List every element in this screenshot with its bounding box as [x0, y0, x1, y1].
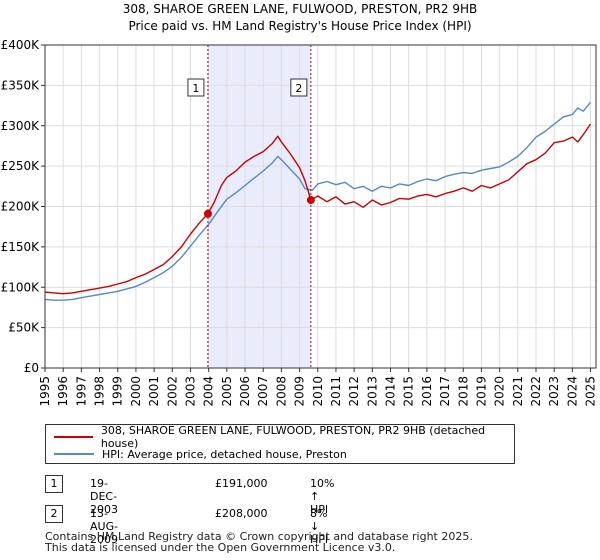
x-tick-label: 1996	[56, 376, 70, 407]
legend: 308, SHAROE GREEN LANE, FULWOOD, PRESTON…	[45, 424, 515, 464]
legend-label-property: 308, SHAROE GREEN LANE, FULWOOD, PRESTON…	[100, 424, 486, 450]
x-tick-label: 2020	[493, 376, 507, 407]
legend-item-property: 308, SHAROE GREEN LANE, FULWOOD, PRESTON…	[54, 424, 514, 450]
y-tick-label: £350K	[1, 78, 41, 92]
x-tick-label: 2013	[365, 376, 379, 407]
transaction-point	[203, 209, 212, 218]
x-tick-label: 2008	[274, 376, 288, 407]
transaction-price: £208,000	[215, 507, 268, 520]
chart: 308, SHAROE GREEN LANE, FULWOOD, PRESTON…	[1, 2, 598, 407]
transaction-date: 13-AUG-2009	[90, 507, 119, 546]
y-tick-label: £250K	[1, 159, 41, 173]
transaction-label-box	[187, 78, 205, 97]
x-tick-label: 2019	[474, 376, 488, 407]
x-tick-label: 2001	[147, 376, 161, 407]
footer-copyright: Contains HM Land Registry data © Crown c…	[45, 530, 473, 543]
legend-item-hpi: HPI: Average price, detached house, Pres…	[54, 445, 347, 463]
x-tick-label: 2010	[311, 376, 325, 407]
x-tick-label: 1997	[74, 376, 88, 407]
x-tick-label: 2000	[129, 376, 143, 407]
x-tick-label: 2007	[256, 376, 270, 407]
x-tick-label: 2011	[329, 376, 343, 407]
legend-swatch-property	[54, 436, 93, 438]
hpi-line	[44, 101, 592, 301]
transaction-number: 2	[45, 505, 63, 523]
transaction-label: 1	[192, 82, 199, 95]
transaction-hpi-diff: 8% ↓ HPI	[310, 507, 329, 546]
x-tick-label: 2005	[220, 376, 234, 407]
plot-border	[44, 44, 597, 369]
axes: £0 £50K £100K £150K £200K £250K £300K £350K £400…	[1, 38, 598, 407]
x-tick-label: 2015	[402, 376, 416, 407]
transaction-date: 19-DEC-2003	[90, 477, 118, 516]
legend-swatch-hpi	[54, 453, 94, 455]
footer: Contains HM Land Registry data © Crown c…	[45, 531, 473, 553]
transaction-label: 2	[295, 82, 302, 95]
x-tick-label: 1998	[93, 376, 107, 407]
x-tick-label: 2002	[165, 376, 179, 407]
x-tick-label: 2006	[238, 376, 252, 407]
x-tick-label: 2022	[529, 376, 543, 407]
x-tick-label: 2004	[202, 376, 216, 407]
x-tick-label: 2009	[293, 376, 307, 407]
y-tick-label: £0	[24, 361, 39, 375]
x-tick-label: 2017	[438, 376, 452, 407]
x-tick-label: 2018	[456, 376, 470, 407]
footer-licence: This data is licensed under the Open Gov…	[45, 541, 396, 554]
x-tick-label: 2021	[511, 376, 525, 407]
transaction-price: £191,000	[215, 477, 268, 490]
x-tick-label: 1995	[38, 376, 52, 407]
y-tick-label: £150K	[1, 240, 41, 254]
transaction-label-box	[290, 78, 308, 97]
transaction-number: 1	[45, 475, 63, 493]
y-tick-label: £400K	[1, 38, 41, 52]
y-tick-label: £200K	[1, 200, 41, 214]
x-tick-label: 2023	[547, 376, 561, 407]
x-tick-label: 2025	[584, 376, 598, 407]
gridlines	[44, 44, 596, 369]
chart-title: 308, SHAROE GREEN LANE, FULWOOD, PRESTON…	[123, 2, 477, 16]
x-tick-label: 2024	[565, 376, 579, 407]
y-tick-label: £50K	[8, 321, 40, 335]
transaction-hpi-diff: 10% ↑ HPI	[310, 477, 335, 516]
y-tick-label: £300K	[1, 119, 41, 133]
legend-label-hpi: HPI: Average price, detached house, Pres…	[102, 447, 347, 461]
x-tick-label: 2003	[183, 376, 197, 407]
x-tick-label: 2014	[384, 376, 398, 407]
x-tick-label: 2016	[420, 376, 434, 407]
transaction-point	[306, 196, 315, 205]
chart-subtitle: Price paid vs. HM Land Registry's House …	[128, 19, 471, 33]
x-tick-label: 2012	[347, 376, 361, 407]
y-tick-label: £100K	[1, 280, 41, 294]
x-tick-label: 1999	[111, 376, 125, 407]
